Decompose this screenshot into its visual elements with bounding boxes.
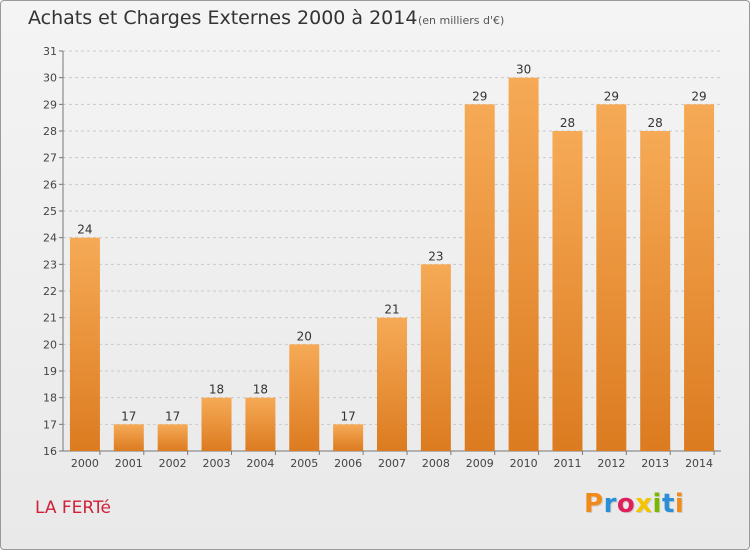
bar-2014 [684, 104, 715, 451]
y-tick-label: 21 [43, 312, 57, 325]
x-tick-label: 2012 [597, 457, 625, 470]
bar-2001 [113, 424, 144, 451]
y-tick-label: 26 [43, 178, 57, 191]
y-tick-label: 24 [43, 232, 57, 245]
y-tick-label: 23 [43, 258, 57, 271]
bars [69, 77, 715, 452]
data-label: 29 [691, 89, 706, 103]
x-tick-label: 2004 [246, 457, 274, 470]
data-label: 23 [428, 249, 443, 263]
x-tick-label: 2014 [685, 457, 713, 470]
x-tick-label: 2007 [378, 457, 406, 470]
y-tick-label: 31 [43, 45, 57, 58]
data-label: 17 [165, 409, 180, 423]
bar-2005 [289, 344, 320, 451]
x-tick-label: 2005 [290, 457, 318, 470]
y-tick-label: 16 [43, 445, 57, 458]
bar-2013 [640, 131, 671, 451]
y-tick-label: 25 [43, 205, 57, 218]
bar-2002 [157, 424, 188, 451]
y-tick-label: 20 [43, 338, 57, 351]
bar-2011 [552, 131, 583, 451]
data-labels: 24 17 17 18 18 20 17 21 23 29 30 28 29 28 29 [77, 63, 706, 424]
logo-letter: i [674, 489, 685, 519]
x-tick-label: 2010 [510, 457, 538, 470]
data-label: 21 [384, 303, 399, 317]
x-tick-label: 2009 [466, 457, 494, 470]
proxiti-logo[interactable]: Proxiti [584, 489, 684, 519]
x-tick-label: 2006 [334, 457, 362, 470]
commune-name: LA FERTé [35, 498, 111, 518]
data-label: 29 [472, 89, 487, 103]
x-tick-label: 2001 [115, 457, 143, 470]
logo-letter: o [616, 489, 636, 519]
data-label: 20 [297, 329, 312, 343]
y-tick-label: 27 [43, 152, 57, 165]
logo-letter: i [652, 489, 662, 519]
chart-subtitle: (en milliers d'€) [418, 14, 505, 27]
x-tick-label: 2000 [71, 457, 99, 470]
y-tick-label: 18 [43, 392, 57, 405]
bar-2009 [464, 104, 495, 451]
bar-2012 [596, 104, 627, 451]
x-tick-label: 2011 [553, 457, 581, 470]
bar-2007 [377, 317, 407, 451]
x-tick-label: 2002 [159, 457, 187, 470]
y-tick-label: 19 [43, 365, 57, 378]
y-tick-label: 28 [43, 125, 57, 138]
data-label: 18 [253, 383, 268, 397]
data-label: 28 [560, 116, 575, 130]
data-label: 24 [77, 223, 92, 237]
x-tick-label: 2003 [203, 457, 231, 470]
data-label: 17 [121, 409, 136, 423]
y-tick-label: 22 [43, 285, 57, 298]
bar-2010 [508, 77, 539, 452]
y-tick-label: 17 [43, 418, 57, 431]
logo-letter: P [584, 489, 604, 519]
bar-2008 [420, 264, 451, 451]
data-label: 28 [648, 116, 663, 130]
tick-labels: 16 17 18 19 20 21 22 23 24 25 26 27 28 29 30 31 2000 2001… [43, 45, 713, 470]
bar-2003 [201, 397, 232, 451]
bar-2006 [333, 424, 364, 451]
logo-letter: x [635, 489, 653, 519]
x-tick-label: 2008 [422, 457, 450, 470]
logo-letter: r [603, 489, 617, 519]
bar-2000 [69, 237, 100, 451]
data-label: 18 [209, 383, 224, 397]
data-label: 30 [516, 63, 531, 77]
bar-2004 [245, 397, 276, 451]
chart-title: Achats et Charges Externes 2000 à 2014 [28, 7, 418, 29]
y-tick-label: 29 [43, 98, 57, 111]
data-label: 29 [604, 89, 619, 103]
logo-letter: t [661, 489, 675, 519]
y-tick-label: 30 [43, 72, 57, 85]
data-label: 17 [340, 409, 355, 423]
x-tick-label: 2013 [641, 457, 669, 470]
